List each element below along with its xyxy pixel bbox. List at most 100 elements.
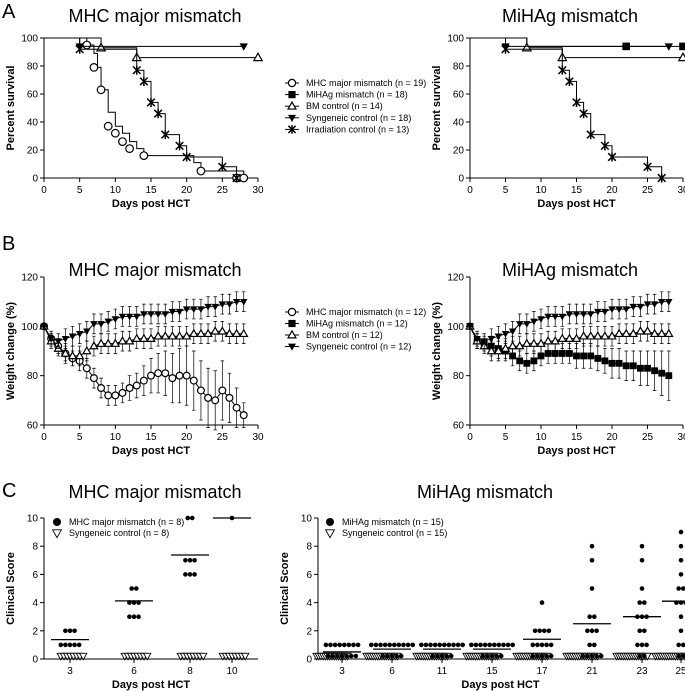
data-point bbox=[131, 333, 142, 342]
score-point bbox=[594, 653, 599, 659]
y-tick-label: 100 bbox=[447, 34, 464, 45]
data-point bbox=[190, 306, 198, 313]
score-point bbox=[489, 653, 495, 659]
data-point bbox=[196, 328, 206, 338]
score-point bbox=[410, 642, 416, 648]
legend-label: Syngeneic control (n = 18) bbox=[306, 113, 411, 123]
score-point bbox=[542, 628, 547, 634]
data-point bbox=[587, 352, 595, 360]
score-point bbox=[187, 558, 193, 563]
data-point bbox=[501, 44, 510, 54]
data-point bbox=[628, 328, 639, 338]
x-tick-label: 10 bbox=[110, 432, 122, 443]
x-tick-label: 3 bbox=[67, 666, 73, 677]
data-point bbox=[97, 321, 105, 328]
data-point bbox=[607, 152, 617, 162]
score-point bbox=[681, 642, 685, 648]
data-point bbox=[160, 130, 170, 140]
score-point bbox=[530, 653, 536, 659]
score-point bbox=[678, 529, 684, 535]
data-point bbox=[89, 63, 99, 72]
score-point bbox=[373, 642, 379, 648]
data-point bbox=[600, 331, 610, 340]
data-point bbox=[225, 301, 234, 309]
score-point bbox=[131, 614, 137, 619]
x-tick-label: 5 bbox=[503, 185, 509, 196]
data-point bbox=[521, 42, 533, 52]
score-point bbox=[678, 543, 684, 549]
data-point bbox=[607, 331, 617, 340]
data-point bbox=[168, 374, 177, 383]
data-point bbox=[551, 313, 559, 321]
x-tick-label: 5 bbox=[77, 185, 83, 196]
data-point bbox=[167, 331, 178, 340]
data-point bbox=[514, 340, 525, 350]
data-point bbox=[665, 298, 673, 306]
data-point bbox=[550, 336, 560, 345]
data-point bbox=[139, 76, 149, 86]
data-point bbox=[47, 335, 55, 343]
data-point bbox=[154, 369, 163, 378]
data-point bbox=[544, 313, 552, 321]
data-point bbox=[231, 328, 242, 338]
x-axis-label: Days post HCT bbox=[112, 679, 191, 691]
score-point bbox=[432, 642, 438, 648]
data-point bbox=[486, 345, 497, 355]
y-tick-label: 2 bbox=[306, 626, 312, 637]
data-point bbox=[124, 336, 135, 345]
score-point bbox=[183, 572, 188, 577]
y-axis-label: Clinical Score bbox=[5, 552, 17, 625]
data-point bbox=[572, 311, 581, 318]
data-point bbox=[147, 371, 156, 380]
score-point bbox=[129, 586, 134, 591]
score-point bbox=[676, 586, 681, 591]
data-point bbox=[181, 331, 192, 340]
score-point bbox=[637, 628, 642, 634]
score-point bbox=[539, 642, 545, 648]
score-point bbox=[328, 642, 333, 648]
score-point bbox=[548, 653, 554, 659]
score-point bbox=[63, 628, 68, 634]
data-point bbox=[95, 42, 107, 52]
score-point bbox=[505, 642, 511, 648]
data-point bbox=[507, 340, 518, 350]
x-tick-label: 15 bbox=[145, 432, 157, 443]
y-tick-label: 20 bbox=[27, 146, 39, 157]
data-point bbox=[132, 65, 142, 75]
data-point bbox=[125, 384, 134, 393]
x-tick-label: 0 bbox=[467, 185, 473, 196]
data-point bbox=[211, 303, 219, 311]
score-point bbox=[585, 653, 590, 659]
x-tick-label: 6 bbox=[131, 666, 137, 677]
score-point bbox=[419, 642, 424, 648]
data-point bbox=[572, 97, 581, 107]
data-point bbox=[615, 306, 623, 313]
data-point bbox=[621, 328, 631, 338]
data-point bbox=[160, 331, 171, 340]
x-axis-label: Days post HCT bbox=[537, 198, 616, 210]
data-point bbox=[629, 362, 637, 370]
control-point bbox=[78, 652, 88, 661]
score-point bbox=[382, 642, 388, 648]
data-point bbox=[196, 166, 206, 176]
score-point bbox=[401, 642, 406, 648]
data-point bbox=[515, 321, 524, 328]
data-point bbox=[643, 301, 652, 309]
score-point bbox=[678, 572, 684, 577]
score-point bbox=[339, 653, 345, 659]
y-tick-label: 0 bbox=[306, 655, 312, 666]
chart-c-mhc-clinical-score: 0 2 4 6 8 10 3 6 8 10 Days post HCT Clinical Score M… bbox=[5, 482, 258, 691]
data-point bbox=[139, 376, 148, 385]
x-tick-label: 30 bbox=[677, 185, 685, 196]
data-point bbox=[679, 42, 685, 51]
data-point bbox=[146, 97, 156, 107]
data-point bbox=[97, 384, 106, 393]
legend-label: BM control (n = 12) bbox=[306, 330, 383, 340]
control-point bbox=[240, 652, 250, 661]
legend-marker bbox=[288, 319, 296, 328]
data-point bbox=[175, 308, 184, 316]
score-point bbox=[535, 653, 540, 659]
x-tick-label: 10 bbox=[226, 666, 238, 677]
score-point bbox=[63, 642, 68, 648]
